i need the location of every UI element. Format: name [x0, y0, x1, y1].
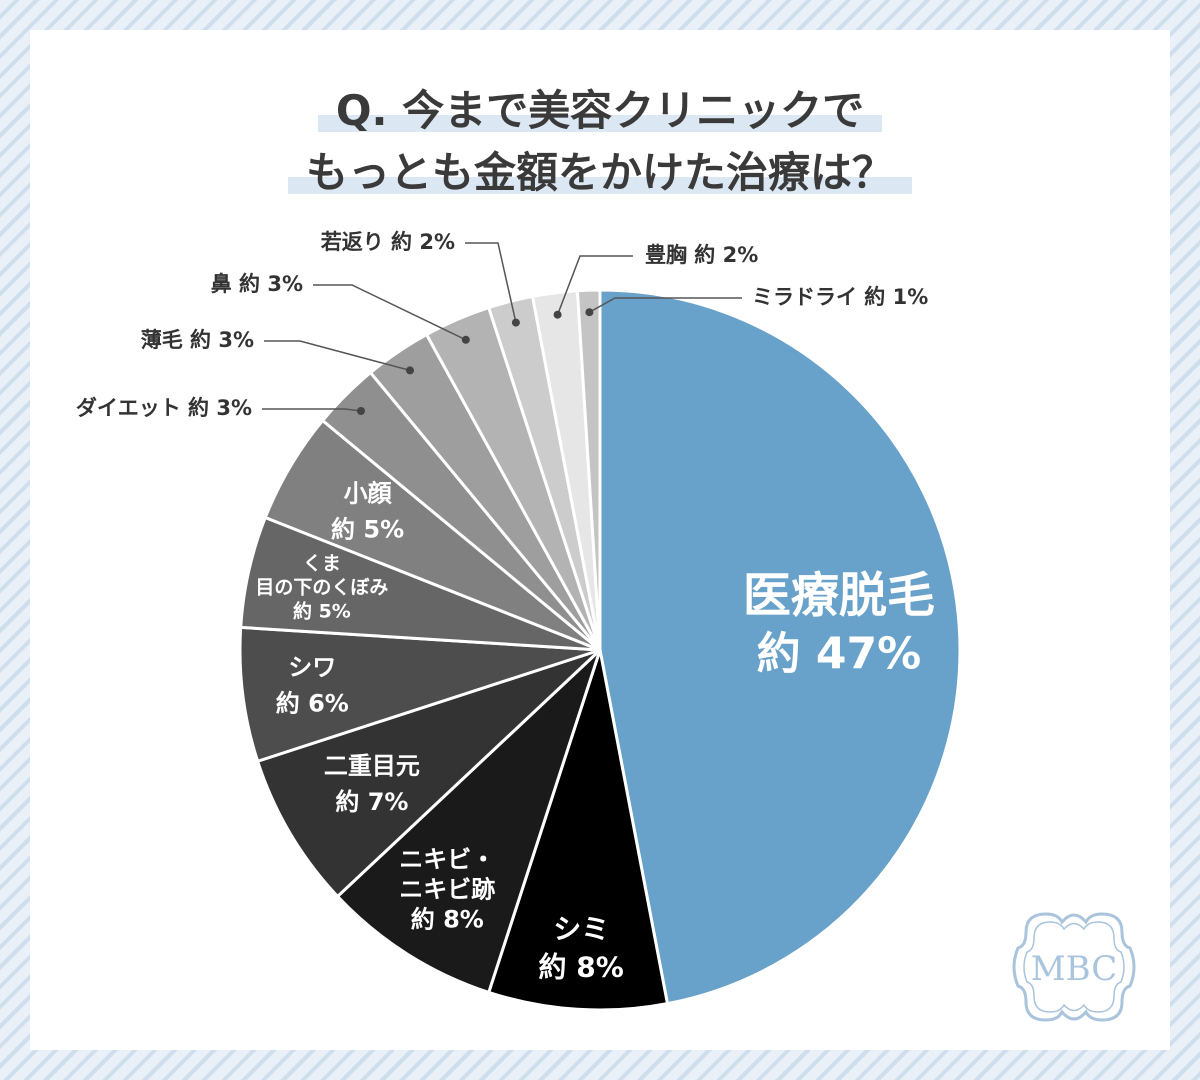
slice-4-label-1: 二重目元	[324, 752, 420, 780]
slice-10-leader-line	[313, 284, 467, 341]
slice-9-label: 薄毛 約 3%	[141, 328, 254, 352]
slice-8-leader-line	[262, 408, 362, 412]
slice-12-leader-line	[556, 255, 633, 315]
slice-4-wedge	[255, 648, 602, 899]
slice-6-label-2: 目の下のくぼみ	[255, 576, 388, 598]
slice-5-label-1: シワ	[288, 653, 336, 681]
slice-1-wedge	[598, 288, 962, 1006]
logo-inner-frame	[1023, 921, 1125, 1013]
slice-2-label-1: シミ	[553, 912, 609, 945]
slice-8-leader-dot	[357, 407, 365, 415]
slice-7-value: 約 5%	[331, 516, 404, 544]
slice-9-leader-line	[264, 340, 411, 372]
chart-title-line-1: Q. 今まで美容クリニックで	[0, 86, 1200, 136]
title-text-2: もっとも金額をかけた治療は？	[287, 148, 912, 198]
slice-12-label: 豊胸 約 2%	[645, 243, 758, 267]
chart-title-line-2: もっとも金額をかけた治療は？	[0, 148, 1200, 198]
slice-9-leader-dot	[406, 366, 414, 375]
mbc-logo: MBC	[1012, 912, 1136, 1022]
logo-text: MBC	[1031, 949, 1117, 989]
slice-3-value: 約 8%	[411, 906, 484, 934]
slice-6-value: 約 5%	[293, 599, 351, 622]
slice-10-leader-dot	[461, 335, 470, 344]
slice-2-wedge	[486, 649, 670, 1012]
slice-1-value: 約 47%	[757, 628, 922, 679]
slice-7-label-1: 小顔	[344, 480, 393, 508]
slice-12-leader-dot	[553, 310, 562, 319]
slice-11-label: 若返り 約 2%	[320, 230, 455, 254]
slice-11-leader-dot	[511, 318, 520, 327]
slice-10-label: 鼻 約 3%	[211, 272, 303, 296]
slice-13-wedge	[575, 288, 602, 651]
logo-frame	[1012, 912, 1136, 1022]
slice-6-label-1: くま	[303, 552, 341, 574]
title-text-1: Q. 今まで美容クリニックで	[317, 86, 883, 136]
slice-5-value: 約 6%	[276, 689, 349, 717]
slice-4-value: 約 7%	[335, 788, 408, 816]
slice-8-label: ダイエット 約 3%	[76, 396, 252, 420]
slice-13-leader-line	[589, 297, 742, 313]
slice-3-label-1: ニキビ・	[399, 846, 495, 874]
slice-13-leader-dot	[585, 308, 594, 317]
slice-1-label-1: 医療脱毛	[743, 567, 935, 623]
slice-13-label: ミラドライ 約 1%	[752, 285, 928, 309]
slice-11-leader-line	[465, 242, 517, 323]
slice-3-label-2: ニキビ跡	[399, 876, 495, 904]
slice-2-value: 約 8%	[539, 950, 624, 983]
slice-5-wedge	[238, 625, 601, 764]
slice-3-wedge	[335, 648, 602, 995]
